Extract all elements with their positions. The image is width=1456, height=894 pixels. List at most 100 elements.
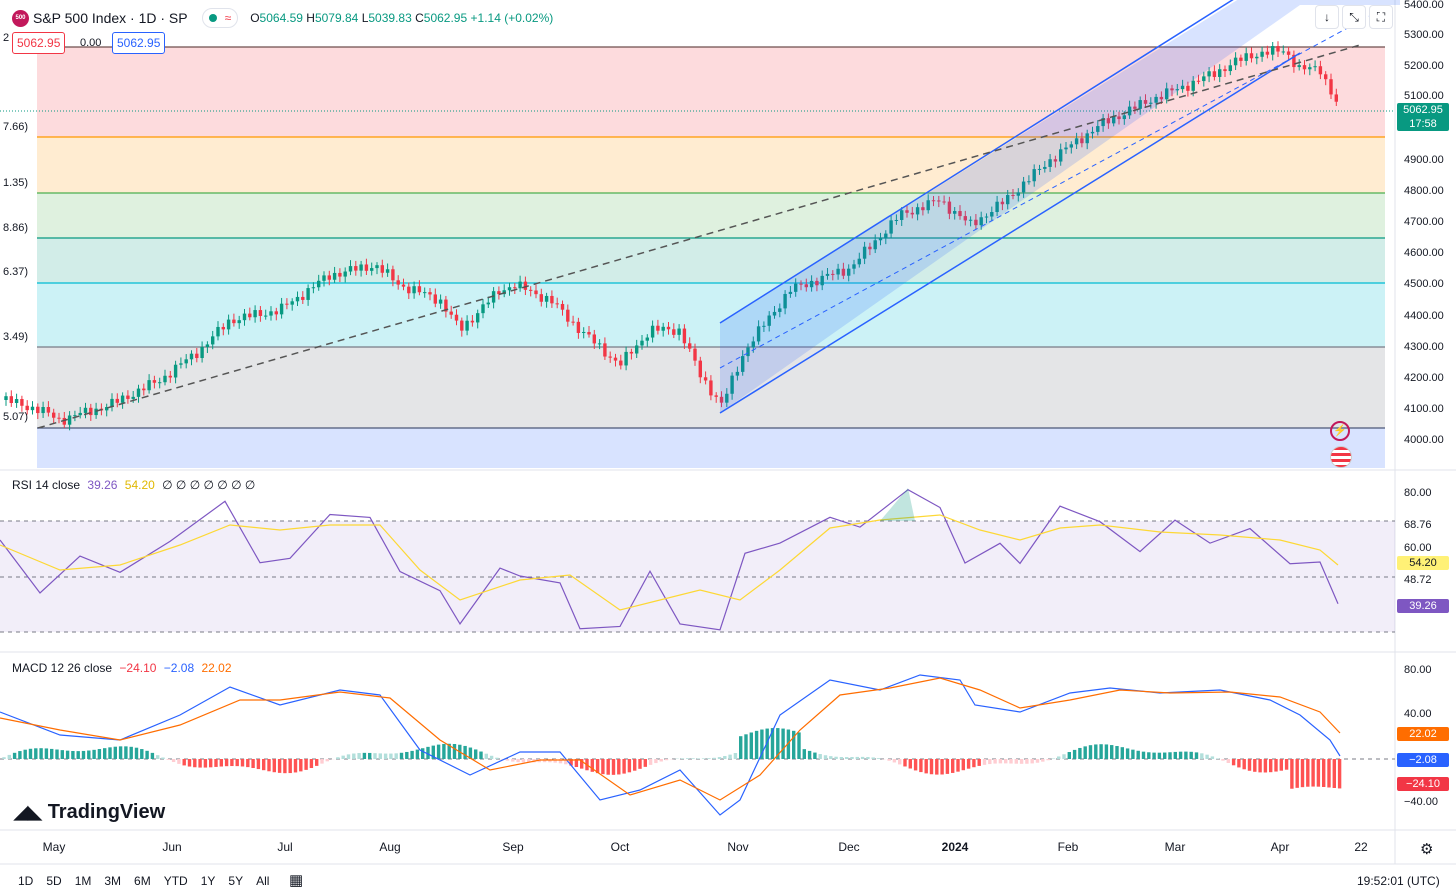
- candle-body: [1297, 65, 1301, 68]
- macd-histogram-bar: [299, 759, 303, 772]
- macd-legend[interactable]: MACD 12 26 close −24.10 −2.08 22.02: [12, 661, 236, 675]
- x-tick: Dec: [838, 840, 860, 854]
- macd-histogram-bar: [1194, 752, 1199, 759]
- candle-body: [709, 380, 713, 396]
- candle-body: [576, 321, 581, 333]
- symbol-title[interactable]: S&P 500 Index · 1D · SP: [33, 10, 188, 26]
- macd-histogram-bar: [166, 759, 170, 760]
- macd-histogram-bar: [1025, 759, 1029, 764]
- timeframe-1y[interactable]: 1Y: [200, 874, 216, 888]
- collapse-icon[interactable]: ⤡: [1342, 5, 1366, 29]
- timeframe-3m[interactable]: 3M: [104, 874, 122, 888]
- last-price-tag: 5062.95 17:58: [1397, 103, 1449, 131]
- candle-body: [862, 246, 867, 259]
- macd-histogram-bar: [23, 749, 27, 759]
- timeframe-5y[interactable]: 5Y: [228, 874, 244, 888]
- candle-body: [884, 233, 888, 239]
- timeframe-ytd[interactable]: YTD: [163, 874, 188, 888]
- candle-body: [624, 351, 628, 366]
- price-tick: 5200.00: [1404, 60, 1444, 72]
- macd-histogram-bar: [187, 759, 192, 767]
- candle-body: [301, 296, 305, 300]
- candle-body: [688, 343, 692, 349]
- timeframe-6m[interactable]: 6M: [134, 874, 151, 888]
- market-status-pill[interactable]: ≈: [201, 8, 239, 28]
- candle-body: [211, 336, 215, 345]
- channel-lower: [719, 52, 1301, 414]
- macd-histogram-bar: [283, 759, 287, 774]
- tv-logo-icon: ◢◣: [14, 802, 42, 822]
- candle-body: [242, 313, 247, 321]
- macd-histogram-bar: [569, 759, 573, 766]
- arrow-down-icon[interactable]: ↓: [1315, 5, 1339, 29]
- macd-tick: 40.00: [1404, 708, 1432, 720]
- macd-histogram-bar: [887, 759, 891, 761]
- wave-icon: ≈: [224, 11, 232, 25]
- candle-body: [1212, 71, 1217, 77]
- macd-histogram-bar: [288, 759, 292, 774]
- macd-histogram-bar: [972, 759, 976, 768]
- macd-histogram-bar: [256, 759, 261, 770]
- candle-body: [1281, 51, 1285, 53]
- price-tick: 4900.00: [1404, 154, 1444, 166]
- fullscreen-icon[interactable]: ⛶: [1369, 5, 1393, 29]
- buy-price-box[interactable]: 5062.95: [112, 32, 166, 54]
- macd-histogram-bar: [394, 753, 398, 759]
- candle-body: [279, 303, 284, 315]
- lightning-event-icon[interactable]: ⚡: [1330, 421, 1350, 441]
- gear-icon[interactable]: ⚙: [1420, 841, 1434, 858]
- macd-histogram-bar: [1263, 759, 1268, 773]
- macd-histogram-bar: [903, 759, 907, 767]
- candle-body: [613, 357, 618, 361]
- candle-body: [831, 273, 835, 275]
- macd-histogram-bar: [262, 759, 266, 771]
- macd-histogram-bar: [28, 748, 33, 759]
- us-flag-icon[interactable]: [1330, 446, 1352, 468]
- candle-body: [327, 275, 331, 280]
- macd-histogram-bar: [203, 759, 208, 768]
- macd-histogram-bar: [1035, 759, 1040, 763]
- price-tick: 4800.00: [1404, 185, 1444, 197]
- macd-histogram-bar: [1306, 759, 1310, 787]
- macd-histogram-bar: [1210, 756, 1215, 759]
- candle-body: [41, 407, 45, 414]
- candle-body: [444, 299, 448, 312]
- macd-histogram-bar: [1163, 752, 1167, 759]
- candle-body: [1074, 138, 1079, 145]
- candle-body: [714, 395, 718, 397]
- macd-histogram-bar: [1110, 745, 1114, 759]
- x-tick: Nov: [727, 840, 749, 854]
- candle-body: [1233, 57, 1238, 66]
- candle-body: [809, 280, 814, 288]
- macd-histogram-bar: [871, 757, 875, 759]
- candle-body: [189, 353, 194, 360]
- sell-price-box[interactable]: 5062.95: [12, 32, 66, 54]
- candle-body: [825, 273, 830, 276]
- calendar-range-icon[interactable]: ▦: [289, 872, 304, 889]
- tradingview-logo[interactable]: ◢◣ TradingView: [14, 801, 165, 824]
- timeframe-all[interactable]: All: [256, 874, 270, 888]
- timeframe-1m[interactable]: 1M: [74, 874, 92, 888]
- timeframe-5d[interactable]: 5D: [46, 874, 62, 888]
- utc-clock[interactable]: 19:52:01 (UTC): [1357, 874, 1440, 888]
- macd-histogram-bar: [728, 754, 732, 759]
- macd-histogram-bar: [1226, 759, 1230, 764]
- timeframe-1d[interactable]: 1D: [18, 874, 34, 888]
- candle-body: [857, 258, 861, 265]
- macd-histogram-bar: [18, 751, 22, 759]
- macd-histogram-bar: [919, 759, 923, 773]
- rsi-legend[interactable]: RSI 14 close 39.26 54.20 ∅ ∅ ∅ ∅ ∅ ∅ ∅: [12, 478, 259, 492]
- candle-body: [1096, 126, 1100, 132]
- macd-histogram-bar: [792, 730, 796, 759]
- candle-body: [921, 207, 925, 211]
- candle-body: [1324, 74, 1328, 80]
- candle-body: [608, 356, 612, 358]
- macd-histogram-bar: [845, 757, 849, 759]
- macd-histogram-bar: [1115, 746, 1119, 759]
- macd-histogram-bar: [124, 746, 128, 759]
- candle-body: [460, 320, 464, 331]
- macd-histogram-bar: [1147, 752, 1151, 759]
- fib-zone: [37, 47, 1385, 137]
- candle-body: [666, 326, 671, 330]
